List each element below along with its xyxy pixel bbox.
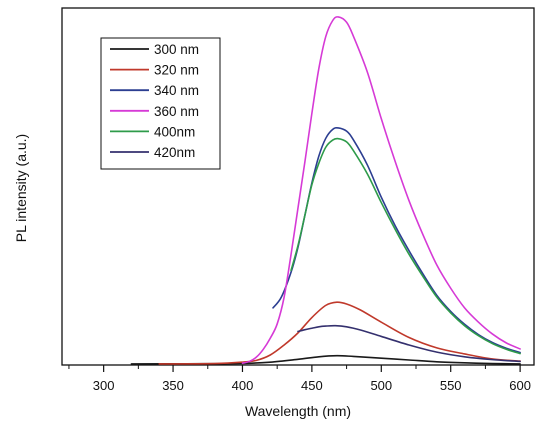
x-tick-label: 550 <box>440 378 462 393</box>
series-line-2 <box>158 301 521 365</box>
legend-label: 320 nm <box>154 63 199 78</box>
legend-label: 400nm <box>154 124 195 139</box>
series-layer <box>130 16 521 365</box>
series-line-5 <box>290 137 521 355</box>
legend-label: 300 nm <box>154 42 199 57</box>
x-tick-label: 350 <box>162 378 184 393</box>
series-line-6 <box>297 324 521 363</box>
x-tick-label: 600 <box>509 378 531 393</box>
x-tick-label: 300 <box>93 378 115 393</box>
legend-label: 420nm <box>154 145 195 160</box>
x-tick-label: 500 <box>370 378 392 393</box>
x-axis-label: Wavelength (nm) <box>245 403 351 419</box>
legend-label: 340 nm <box>154 83 199 98</box>
series-line-4 <box>241 16 521 365</box>
legend: 300 nm 320 nm 340 nm 360 nm 400nm 420nm <box>100 37 221 170</box>
x-tick-label: 400 <box>232 378 254 393</box>
legend-label: 360 nm <box>154 104 199 119</box>
x-tick-label: 450 <box>301 378 323 393</box>
plot-frame <box>61 7 535 366</box>
axis-ticks: 300 350 400 450 500 550 600 <box>68 365 531 393</box>
legend-box <box>100 37 221 170</box>
y-axis-label: PL intensity (a.u.) <box>13 134 29 242</box>
